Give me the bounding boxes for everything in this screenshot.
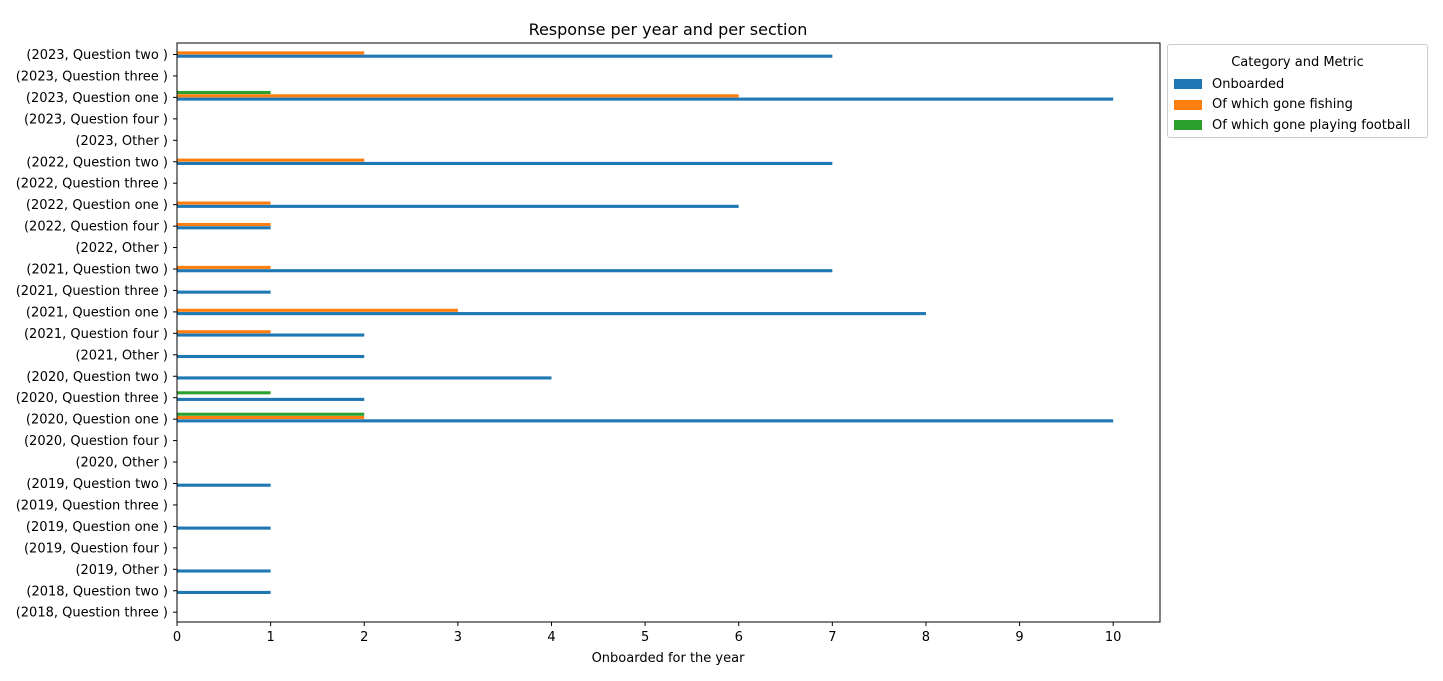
bar — [177, 308, 458, 312]
y-tick-label: (2022, Question one ) — [26, 198, 168, 213]
x-tick-label: 3 — [454, 630, 462, 645]
x-tick-label: 8 — [922, 630, 930, 645]
x-tick-label: 5 — [641, 630, 649, 645]
x-axis-label: Onboarded for the year — [592, 651, 746, 666]
y-tick-label: (2020, Question four ) — [24, 434, 168, 449]
y-tick-label: (2019, Question one ) — [26, 520, 168, 535]
legend-swatch-onboarded — [1174, 79, 1202, 90]
bar — [177, 330, 271, 334]
legend: Category and Metric Onboarded Of which g… — [1167, 44, 1428, 138]
bar — [177, 90, 271, 95]
bar — [177, 158, 365, 162]
x-tick-label: 1 — [266, 630, 274, 645]
legend-label-gone-fishing: Of which gone fishing — [1212, 97, 1353, 113]
y-tick-label: (2021, Question four ) — [24, 327, 168, 342]
y-tick-label: (2022, Question two ) — [26, 155, 168, 170]
bar — [177, 312, 926, 316]
legend-swatch-gone-playing-football — [1174, 120, 1202, 131]
y-tick-label: (2022, Question three ) — [16, 177, 168, 192]
x-tick-label: 9 — [1015, 630, 1023, 645]
bar — [177, 569, 271, 573]
chart-title: Response per year and per section — [529, 20, 808, 39]
y-tick-label: (2019, Question four ) — [24, 541, 168, 556]
bar — [177, 412, 365, 416]
x-tick-label: 7 — [828, 630, 836, 645]
y-tick-label: (2023, Question one ) — [26, 91, 168, 106]
y-tick-label: (2023, Question four ) — [24, 112, 168, 127]
y-tick-label: (2021, Question one ) — [26, 305, 168, 320]
bar — [177, 269, 833, 273]
bars-layer — [177, 51, 1114, 594]
y-tick-label: (2019, Question three ) — [16, 498, 168, 513]
bar — [177, 397, 365, 401]
bar — [177, 97, 1114, 101]
x-tick-label: 2 — [360, 630, 368, 645]
bar — [177, 333, 365, 337]
bar — [177, 483, 271, 487]
bar — [177, 265, 271, 269]
y-tick-label: (2022, Other ) — [75, 241, 168, 256]
y-tick-label: (2023, Other ) — [75, 134, 168, 149]
x-tick-label: 10 — [1105, 630, 1122, 645]
bar — [177, 201, 271, 205]
bar — [177, 161, 833, 165]
y-tick-label: (2023, Question three ) — [16, 69, 168, 84]
y-tick-label: (2019, Question two ) — [26, 477, 168, 492]
legend-swatch-gone-fishing — [1174, 99, 1202, 110]
y-tick-label: (2020, Other ) — [75, 456, 168, 471]
y-tick-label: (2020, Question one ) — [26, 413, 168, 428]
y-tick-label: (2021, Question two ) — [26, 263, 168, 278]
legend-label-gone-playing-football: Of which gone playing football — [1212, 117, 1411, 133]
y-tick-label: (2018, Question two ) — [26, 584, 168, 599]
bar — [177, 94, 739, 98]
x-axis-ticks: 0 1 2 3 4 5 6 7 8 9 10 — [173, 622, 1122, 645]
y-tick-label: (2021, Question three ) — [16, 284, 168, 299]
y-tick-label: (2022, Question four ) — [24, 220, 168, 235]
bar — [177, 590, 271, 594]
y-tick-label: (2023, Question two ) — [26, 48, 168, 63]
bar — [177, 354, 365, 359]
y-tick-label: (2019, Other ) — [75, 563, 168, 578]
legend-item-gone-playing-football: Of which gone playing football — [1168, 115, 1427, 136]
bar — [177, 222, 271, 227]
bar — [177, 416, 365, 420]
bar — [177, 204, 739, 208]
y-tick-label: (2020, Question two ) — [26, 370, 168, 385]
y-tick-label: (2021, Other ) — [75, 348, 168, 363]
legend-title: Category and Metric — [1231, 55, 1364, 70]
plot-frame — [176, 42, 1161, 623]
bar — [177, 419, 1114, 423]
bar — [177, 290, 271, 294]
y-tick-label: (2018, Question three ) — [16, 606, 168, 621]
x-tick-label: 6 — [735, 630, 743, 645]
bar — [177, 526, 271, 530]
legend-label-onboarded: Onboarded — [1212, 76, 1285, 92]
x-tick-label: 0 — [173, 630, 181, 645]
bar — [177, 51, 365, 55]
legend-item-onboarded: Onboarded — [1168, 74, 1427, 95]
bar — [177, 54, 833, 58]
x-tick-label: 4 — [547, 630, 555, 645]
bar — [177, 376, 552, 380]
legend-item-gone-fishing: Of which gone fishing — [1168, 95, 1427, 116]
y-tick-label: (2020, Question three ) — [16, 391, 168, 406]
bar — [177, 391, 271, 395]
y-axis-ticks: (2023, Question two ) (2023, Question thr… — [16, 48, 177, 621]
bar — [177, 226, 271, 230]
